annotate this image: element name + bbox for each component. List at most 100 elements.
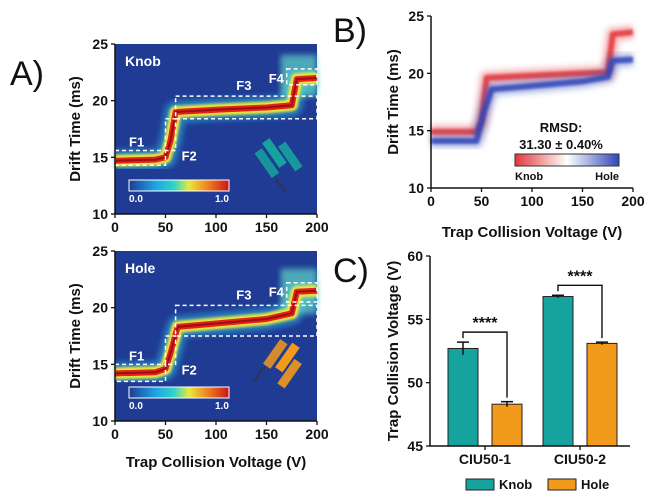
rmsd-value: 31.30 ± 0.40% bbox=[519, 137, 603, 152]
feature-label-f2: F2 bbox=[182, 362, 197, 377]
y-axis-label-a-bottom: Drift Time (ms) bbox=[67, 283, 84, 389]
y-tick-label: 15 bbox=[92, 356, 108, 372]
hole-difference-band bbox=[431, 56, 634, 144]
significance-marker: **** bbox=[473, 315, 499, 332]
category-label: CIU50-1 bbox=[459, 451, 511, 467]
protein-domain-3 bbox=[277, 141, 303, 172]
x-tick-label: 150 bbox=[571, 193, 595, 209]
legend: Knob Hole bbox=[465, 477, 609, 492]
protein-domain-3 bbox=[277, 358, 302, 389]
x-tick-label: 150 bbox=[255, 426, 279, 442]
legend-label-knob: Knob bbox=[499, 477, 532, 492]
significance-bracket bbox=[462, 331, 508, 398]
feature-label-f1: F1 bbox=[129, 135, 144, 150]
trace-band-center bbox=[114, 77, 318, 162]
colorbar-min-label: Knob bbox=[515, 171, 543, 183]
y-tick-label: 10 bbox=[92, 413, 108, 429]
x-tick-label: 50 bbox=[158, 219, 174, 235]
protein-shape bbox=[254, 138, 303, 194]
colorbar-max-label: 1.0 bbox=[215, 401, 229, 412]
plot-title-knob: Knob bbox=[125, 53, 161, 69]
bars: **** CIU50-1 **** CIU50-2 bbox=[447, 268, 618, 467]
x-axis-label: Trap Collision Voltage (V) bbox=[126, 454, 307, 471]
legend-label-hole: Hole bbox=[581, 477, 609, 492]
significance-marker: **** bbox=[568, 268, 594, 285]
x-tick-label: 100 bbox=[204, 219, 228, 235]
x-tick-label: 0 bbox=[111, 426, 119, 442]
rmsd-label: RMSD: bbox=[540, 120, 583, 135]
panel-b-difference-heatmap: RMSD: 31.30 ± 0.40% Knob Hole 0 50 100 150 2… bbox=[385, 8, 645, 241]
x-tick-label: 0 bbox=[111, 219, 119, 235]
x-tick-label: 200 bbox=[305, 219, 329, 235]
panel-letter-a: A) bbox=[10, 55, 44, 93]
y-tick-label: 45 bbox=[407, 438, 423, 454]
colorbar: 0.0 1.0 bbox=[128, 386, 230, 412]
panel-letter-b: B) bbox=[333, 12, 367, 50]
colorbar-min-label: 0.0 bbox=[129, 194, 143, 205]
axes: 0 50 100 150 200 10 15 20 25 bbox=[408, 8, 644, 209]
y-tick-label: 15 bbox=[408, 123, 424, 139]
x-tick-label: 100 bbox=[204, 426, 228, 442]
x-tick-label: 50 bbox=[474, 193, 490, 209]
y-tick-label: 20 bbox=[92, 93, 108, 109]
feature-box-f4 bbox=[285, 281, 318, 303]
feature-label-f1: F1 bbox=[129, 348, 144, 363]
protein-domain-1 bbox=[254, 148, 280, 179]
y-tick-label: 25 bbox=[408, 8, 424, 24]
panel-letter-c: C) bbox=[333, 252, 369, 290]
y-tick-label: 25 bbox=[92, 243, 108, 259]
colorbar: 0.0 1.0 bbox=[128, 179, 230, 205]
feature-boxes: F1 F2 F3 F4 bbox=[114, 68, 318, 167]
bar-knob-ciu50-1 bbox=[447, 347, 479, 447]
protein-linker bbox=[275, 177, 286, 194]
bar-hole-ciu50-2 bbox=[586, 342, 618, 447]
feature-box-f2 bbox=[164, 335, 177, 366]
y-tick-label: 55 bbox=[407, 311, 423, 327]
heatmap-trace bbox=[114, 72, 318, 167]
protein-domain-2 bbox=[275, 342, 300, 373]
y-tick-label: 10 bbox=[408, 180, 424, 196]
x-tick-label: 50 bbox=[158, 426, 174, 442]
protein-linker bbox=[252, 366, 266, 382]
protein-domain-1 bbox=[263, 339, 288, 369]
colorbar-max-label: 1.0 bbox=[215, 194, 229, 205]
legend-swatch-hole bbox=[547, 478, 577, 491]
panel-a-top-heatmap: F1 F2 F3 F4 Knob 0.0 1.0 0 50 100 150 200 10 15 20… bbox=[92, 36, 328, 235]
panel-a-bottom-heatmap: F1 F2 F3 F4 Hole 0.0 1.0 0 50 100 150 200 10 15 20… bbox=[92, 243, 328, 471]
feature-box-f4 bbox=[285, 68, 318, 86]
x-tick-label: 150 bbox=[255, 219, 279, 235]
colorbar-min-label: 0.0 bbox=[129, 401, 143, 412]
y-tick-label: 15 bbox=[92, 149, 108, 165]
protein-shape bbox=[252, 339, 302, 389]
y-tick-label: 60 bbox=[407, 248, 423, 264]
bar-knob-ciu50-2 bbox=[542, 296, 574, 447]
feature-box-f3 bbox=[174, 95, 318, 120]
y-axis-label: Trap Collision Voltage (V) bbox=[385, 261, 402, 442]
y-tick-label: 10 bbox=[92, 206, 108, 222]
significance-bracket bbox=[557, 284, 603, 339]
y-tick-label: 50 bbox=[407, 375, 423, 391]
colorbar-max-label: Hole bbox=[595, 171, 619, 183]
axes: 0 50 100 150 200 10 15 20 25 bbox=[92, 243, 328, 442]
y-tick-label: 25 bbox=[92, 36, 108, 52]
feature-label-f2: F2 bbox=[182, 149, 197, 164]
hole-protein-icon bbox=[252, 339, 302, 389]
feature-label-f4: F4 bbox=[269, 71, 285, 86]
bar-hole-ciu50-1 bbox=[491, 403, 523, 447]
feature-label-f3: F3 bbox=[236, 287, 251, 302]
y-tick-label: 20 bbox=[408, 65, 424, 81]
category-label: CIU50-2 bbox=[554, 451, 606, 467]
feature-label-f4: F4 bbox=[269, 285, 285, 300]
difference-traces bbox=[431, 25, 634, 148]
x-tick-label: 100 bbox=[520, 193, 544, 209]
legend-swatch-knob bbox=[465, 478, 495, 491]
difference-colorbar bbox=[514, 153, 620, 167]
y-axis-label: Drift Time (ms) bbox=[385, 49, 402, 155]
knob-protein-icon bbox=[254, 138, 303, 194]
y-tick-label: 20 bbox=[92, 300, 108, 316]
plot-title-hole: Hole bbox=[125, 260, 156, 276]
x-tick-label: 0 bbox=[427, 193, 435, 209]
feature-box-f3 bbox=[174, 304, 318, 337]
axes: 0 50 100 150 200 10 15 20 25 bbox=[92, 36, 328, 235]
